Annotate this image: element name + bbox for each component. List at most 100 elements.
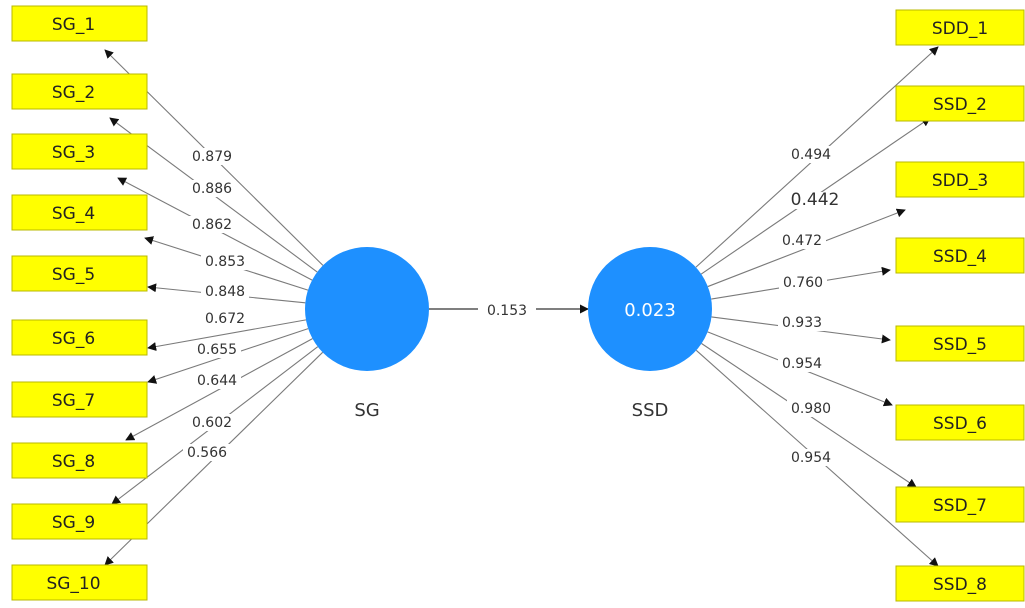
indicator-rect[interactable] <box>11 564 148 601</box>
loading-label-sg-7: 0.655 <box>197 342 237 358</box>
indicator-box-ssd-1[interactable]: SDD_1 <box>895 9 1025 46</box>
loading-label-sg-6: 0.672 <box>205 311 245 327</box>
indicator-label: SG_4 <box>52 204 95 224</box>
construct-sg[interactable]: SG <box>305 247 429 421</box>
indicator-label: SSD_2 <box>933 95 987 115</box>
indicator-label: SDD_1 <box>932 19 988 39</box>
indicator-box-sg-5[interactable]: SG_5 <box>11 255 148 292</box>
indicator-box-ssd-6[interactable]: SSD_6 <box>895 404 1025 441</box>
indicator-rect[interactable] <box>11 73 148 110</box>
indicator-rect[interactable] <box>11 133 148 170</box>
indicator-box-sg-6[interactable]: SG_6 <box>11 319 148 356</box>
indicator-box-sg-10[interactable]: SG_10 <box>11 564 148 601</box>
indicator-rect[interactable] <box>11 319 148 356</box>
indicator-label: SG_9 <box>52 513 95 533</box>
loading-label-bg <box>787 449 835 466</box>
indicator-box-sg-3[interactable]: SG_3 <box>11 133 148 170</box>
loading-label-bg <box>183 444 231 461</box>
loading-label-sg-3: 0.862 <box>192 217 232 233</box>
loading-line-sg-6[interactable] <box>147 319 307 352</box>
indicator-box-sg-8[interactable]: SG_8 <box>11 442 148 479</box>
construct-ssd[interactable]: 0.023 SSD <box>588 247 712 421</box>
construct-sg-name: SG <box>354 400 379 421</box>
loading-label-bg <box>787 146 835 163</box>
indicator-rect[interactable] <box>11 381 148 418</box>
indicator-label: SG_8 <box>52 452 95 472</box>
indicator-box-ssd-7[interactable]: SSD_7 <box>895 486 1025 523</box>
loading-label-bg <box>188 216 236 233</box>
indicator-rect[interactable] <box>11 5 148 42</box>
construct-ssd-r2: 0.023 <box>624 300 676 321</box>
indicator-box-sg-4[interactable]: SG_4 <box>11 194 148 231</box>
indicator-label: SG_5 <box>52 265 95 285</box>
loading-label-ssd-2: 0.442 <box>791 190 840 210</box>
indicator-rect[interactable] <box>895 404 1025 441</box>
loading-line-sg-8[interactable] <box>125 338 313 441</box>
loading-label-bg <box>188 148 236 165</box>
indicator-label: SG_3 <box>52 143 95 163</box>
indicator-rect[interactable] <box>895 85 1025 122</box>
indicator-box-sg-1[interactable]: SG_1 <box>11 5 148 42</box>
indicator-box-sg-2[interactable]: SG_2 <box>11 73 148 110</box>
loading-label-sg-4: 0.853 <box>205 254 245 270</box>
loading-label-sg-1: 0.879 <box>192 149 232 165</box>
loading-label-bg <box>791 192 839 209</box>
indicator-rect[interactable] <box>895 237 1025 274</box>
construct-sg-circle[interactable] <box>305 247 429 371</box>
indicator-rect[interactable] <box>895 325 1025 362</box>
indicator-label: SSD_4 <box>933 247 987 267</box>
construct-ssd-name: SSD <box>632 400 669 421</box>
loading-label-bg <box>201 283 249 300</box>
loading-label-bg <box>778 314 826 331</box>
loading-label-ssd-3: 0.472 <box>782 233 822 249</box>
loading-label-bg <box>779 274 827 291</box>
indicator-label: SSD_7 <box>933 496 987 516</box>
indicator-box-sg-7[interactable]: SG_7 <box>11 381 148 418</box>
loading-label-bg <box>188 414 236 431</box>
indicator-label: SSD_5 <box>933 335 987 355</box>
indicator-label: SG_10 <box>46 574 100 594</box>
loading-label-ssd-4: 0.760 <box>783 275 823 291</box>
indicator-box-ssd-2[interactable]: SSD_2 <box>895 85 1025 122</box>
indicator-box-ssd-8[interactable]: SSD_8 <box>895 565 1025 602</box>
indicator-label: SG_7 <box>52 391 95 411</box>
indicator-box-ssd-3[interactable]: SDD_3 <box>895 161 1025 198</box>
indicator-label: SSD_8 <box>933 575 987 595</box>
loading-label-ssd-7: 0.980 <box>791 401 831 417</box>
loading-label-ssd-5: 0.933 <box>782 315 822 331</box>
loading-label-ssd-8: 0.954 <box>791 450 831 466</box>
indicator-box-ssd-5[interactable]: SSD_5 <box>895 325 1025 362</box>
indicator-label: SDD_3 <box>932 171 988 191</box>
structural-path-sg-ssd[interactable]: 0.153 <box>429 298 589 320</box>
loading-label-sg-9: 0.602 <box>192 415 232 431</box>
path-coefficient-label: 0.153 <box>487 303 527 319</box>
left-indicator-column: SG_1 SG_2 SG_3 SG_4 SG_5 SG_6 SG_7 SG_8 SG_9 SG_1… <box>11 5 148 601</box>
right-indicator-column: SDD_1 SSD_2 SDD_3 SSD_4 SSD_5 SSD_6 SSD_7 SSD_8 <box>895 9 1025 602</box>
indicator-label: SSD_6 <box>933 414 987 434</box>
loading-label-bg <box>188 180 236 197</box>
loading-label-sg-5: 0.848 <box>205 284 245 300</box>
loading-label-bg <box>201 253 249 270</box>
indicator-rect[interactable] <box>895 565 1025 602</box>
indicator-rect[interactable] <box>11 194 148 231</box>
indicator-box-sg-9[interactable]: SG_9 <box>11 503 148 540</box>
loading-label-bg <box>787 400 835 417</box>
indicator-label: SG_2 <box>52 83 95 103</box>
loading-label-sg-2: 0.886 <box>192 181 232 197</box>
indicator-rect[interactable] <box>11 442 148 479</box>
indicator-label: SG_6 <box>52 329 95 349</box>
outer-loading-labels: 0.879 0.886 0.862 0.853 0.848 0.672 0.655 0.644… <box>183 146 839 466</box>
construct-ssd-circle[interactable] <box>588 247 712 371</box>
loading-label-bg <box>778 232 826 249</box>
indicator-rect[interactable] <box>11 255 148 292</box>
indicator-rect[interactable] <box>11 503 148 540</box>
indicator-rect[interactable] <box>895 9 1025 46</box>
indicator-box-ssd-4[interactable]: SSD_4 <box>895 237 1025 274</box>
loading-label-bg <box>193 372 241 389</box>
indicator-rect[interactable] <box>895 161 1025 198</box>
loading-label-ssd-1: 0.494 <box>791 147 831 163</box>
loading-label-sg-10: 0.566 <box>187 445 227 461</box>
indicator-rect[interactable] <box>895 486 1025 523</box>
indicator-label: SG_1 <box>52 15 95 35</box>
